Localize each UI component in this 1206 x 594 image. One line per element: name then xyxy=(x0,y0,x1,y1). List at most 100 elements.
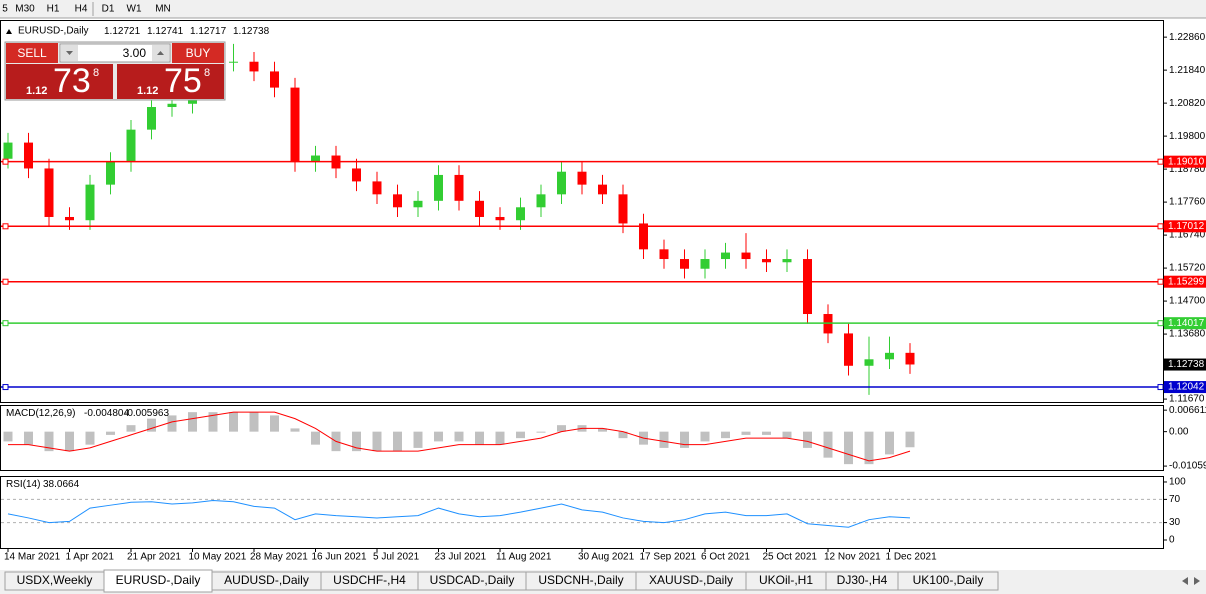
timeframe-button[interactable]: H4 xyxy=(75,4,88,15)
y-tick-label: -0.010599 xyxy=(1169,461,1206,472)
macd-bar xyxy=(147,418,156,432)
macd-bar xyxy=(249,412,259,432)
level-handle xyxy=(2,223,9,230)
tab-label[interactable]: UKOil-,H1 xyxy=(759,573,813,587)
macd-bar xyxy=(844,431,853,465)
candle-body xyxy=(557,171,566,195)
level-handle xyxy=(2,158,9,165)
macd-panel xyxy=(0,405,1164,471)
buy-label[interactable]: BUY xyxy=(186,46,211,60)
bid-point: 8 xyxy=(93,67,99,79)
bid-box[interactable] xyxy=(6,64,113,99)
candle-body xyxy=(844,333,853,366)
x-tick-label: 30 Aug 2021 xyxy=(578,552,635,563)
level-label-box xyxy=(1164,317,1206,330)
y-tick-label: 1.17760 xyxy=(1169,197,1206,208)
macd-bar xyxy=(516,431,525,439)
macd-bar xyxy=(352,431,361,452)
candle-body xyxy=(167,103,177,108)
tab-scroll-right[interactable] xyxy=(1194,577,1200,585)
macd-bar xyxy=(106,431,115,435)
chart: 1.22860 1.21840 1.20820 1.19800 1.18780 1.177… xyxy=(1,26,1206,563)
timeframe-button[interactable]: M30 xyxy=(15,4,35,15)
candle-body xyxy=(352,168,361,182)
chart-title: EURUSD-,Daily xyxy=(18,26,89,37)
macd-bar xyxy=(270,415,279,432)
candle-body xyxy=(3,142,13,159)
y-tick-label: 1.16740 xyxy=(1169,230,1206,241)
y-tick-label: 1.11670 xyxy=(1169,394,1205,405)
x-tick-label: 1 Dec 2021 xyxy=(886,552,938,563)
sell-label[interactable]: SELL xyxy=(17,46,47,60)
candle-body xyxy=(516,207,525,221)
tab-label[interactable]: USDCAD-,Daily xyxy=(430,573,515,587)
tab-label[interactable]: AUDUSD-,Daily xyxy=(224,573,309,587)
quote-value: 1.12741 xyxy=(147,26,184,37)
macd-bar xyxy=(618,431,628,439)
level-handle xyxy=(1157,278,1164,285)
tab[interactable] xyxy=(897,571,999,591)
candle-body xyxy=(249,61,259,72)
candle-body xyxy=(577,171,587,185)
candle-body xyxy=(700,259,710,269)
volume[interactable]: 3.00 xyxy=(123,46,147,60)
level-handle xyxy=(2,384,9,391)
candle-body xyxy=(905,352,915,365)
candle-body xyxy=(311,155,320,162)
x-tick-label: 25 Oct 2021 xyxy=(763,552,818,563)
tab-label[interactable]: EURUSD-,Daily xyxy=(116,573,201,587)
macd-bar xyxy=(290,428,300,432)
macd-bar xyxy=(44,431,54,452)
macd-bar xyxy=(24,431,33,445)
timeframe-button[interactable]: 5 xyxy=(2,4,8,15)
main-panel xyxy=(0,20,1164,403)
tab-label[interactable]: USDCHF-,H4 xyxy=(333,573,406,587)
macd-bar xyxy=(536,431,546,433)
timeframe-button[interactable]: D1 xyxy=(102,4,115,15)
y-tick-label: 30 xyxy=(1169,517,1181,528)
level-label: 1.19010 xyxy=(1168,156,1205,167)
volume-field[interactable] xyxy=(59,43,171,63)
macd-bar xyxy=(741,431,751,435)
tab-label[interactable]: USDX,Weekly xyxy=(17,573,93,587)
y-tick-label: 0.006611 xyxy=(1169,405,1206,416)
y-tick-label: 1.19800 xyxy=(1169,131,1206,142)
sell-button[interactable] xyxy=(6,43,58,63)
quote: 1.12721 1.12741 1.12717 1.12738 xyxy=(104,26,270,37)
candle-body xyxy=(372,181,382,195)
buy-button[interactable] xyxy=(172,43,224,63)
rsi-line xyxy=(7,500,911,528)
timeframe-button[interactable]: W1 xyxy=(127,4,142,15)
tab-label[interactable]: XAUUSD-,Daily xyxy=(649,573,733,587)
x-tick-label: 12 Nov 2021 xyxy=(824,552,881,563)
macd-bar xyxy=(680,431,689,448)
tab-label[interactable]: UK100-,Daily xyxy=(913,573,984,587)
y-tick-label: 1.14700 xyxy=(1169,296,1206,307)
candle-body xyxy=(639,223,648,250)
level-handle xyxy=(1157,320,1164,327)
candle-body xyxy=(434,174,443,201)
x-tick-label: 21 Apr 2021 xyxy=(127,552,181,563)
level-handle xyxy=(1157,384,1164,391)
tab-label[interactable]: DJ30-,H4 xyxy=(837,573,888,587)
ask-box[interactable] xyxy=(117,64,224,99)
macd-bar xyxy=(126,425,136,432)
quote-value: 1.12738 xyxy=(233,26,270,37)
macd-signal xyxy=(8,411,911,462)
tab-label[interactable]: USDCNH-,Daily xyxy=(538,573,623,587)
y-tick-label: 1.22860 xyxy=(1169,32,1206,43)
x-tick-label: 11 Aug 2021 xyxy=(496,552,552,563)
ask-pips: 75 xyxy=(164,62,202,100)
price-label: 1.12738 xyxy=(1168,359,1205,370)
candle-body xyxy=(803,259,812,315)
timeframe-button[interactable]: H1 xyxy=(47,4,60,15)
candle-body xyxy=(741,252,751,260)
level-handle xyxy=(1157,158,1164,165)
tab-scroll-left[interactable] xyxy=(1182,577,1188,585)
candle-body xyxy=(290,87,300,162)
macd-bar xyxy=(803,431,812,448)
macd-bar xyxy=(434,431,443,442)
timeframe-button[interactable]: MN xyxy=(155,4,171,15)
candle-body xyxy=(126,129,136,162)
candle-body xyxy=(229,61,238,63)
